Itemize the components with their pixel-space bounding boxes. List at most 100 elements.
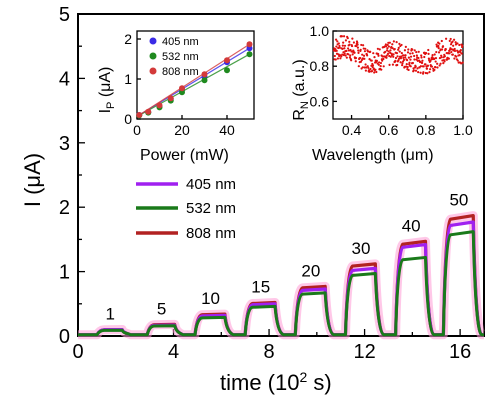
inset-wavelength-point xyxy=(335,49,338,52)
inset-wavelength-point xyxy=(434,66,437,69)
inset-wavelength-point xyxy=(443,55,446,58)
inset-wavelength-point xyxy=(403,49,407,52)
inset-wavelength-point xyxy=(341,47,344,50)
inset-wavelength-point xyxy=(370,69,374,73)
inset-wavelength-point xyxy=(397,57,401,60)
inset-wavelength-point xyxy=(385,56,388,59)
pulse-label: 15 xyxy=(251,278,270,297)
inset-wavelength-point xyxy=(372,52,375,55)
inset-wavelength-point xyxy=(426,72,429,75)
inset-wavelength-point xyxy=(453,49,457,53)
inset-wavelength-point xyxy=(335,45,338,48)
pulse-label: 1 xyxy=(106,305,115,324)
inset-wavelength-point xyxy=(398,42,401,45)
inset-power-fit-line xyxy=(138,53,250,116)
inset-wavelength-point xyxy=(334,48,337,51)
inset-power-legend-label: 532 nm xyxy=(162,51,199,63)
inset-wavelength-point xyxy=(415,50,418,54)
inset-wavelength-point xyxy=(461,44,464,47)
inset-wavelength-point xyxy=(412,69,415,72)
inset-wavelength-point xyxy=(371,64,375,67)
inset-wavelength-point xyxy=(371,65,374,69)
inset-wavelength-point xyxy=(440,56,443,59)
inset-wavelength-point xyxy=(397,46,400,49)
inset-wavelength-y-tick-label: 0.6 xyxy=(310,93,330,109)
inset-wavelength-point xyxy=(417,71,420,74)
inset-wavelength-point xyxy=(430,65,434,68)
inset-wavelength-point xyxy=(401,64,404,67)
inset-wavelength-point xyxy=(339,57,342,60)
main-y-tick-label: 1 xyxy=(59,262,70,284)
inset-wavelength-point xyxy=(345,56,348,59)
main-x-tick-label: 8 xyxy=(263,341,274,363)
inset-wavelength-y-tick-label: 0.8 xyxy=(310,58,330,74)
inset-wavelength-point xyxy=(414,69,418,72)
inset-wavelength-point xyxy=(391,47,394,50)
inset-wavelength-point xyxy=(427,57,430,60)
inset-wavelength-x-tick-label: 0.8 xyxy=(416,122,436,138)
inset-wavelength-point xyxy=(423,55,426,59)
inset-wavelength-point xyxy=(354,60,357,63)
inset-wavelength-point xyxy=(377,54,380,57)
inset-wavelength-point xyxy=(385,54,388,57)
inset-power-point xyxy=(201,77,208,84)
inset-wavelength-point xyxy=(346,47,350,50)
inset-wavelength-point xyxy=(400,51,403,55)
inset-wavelength-point xyxy=(394,59,397,62)
pulse-label: 50 xyxy=(449,191,468,210)
inset-wavelength-point xyxy=(397,59,400,62)
inset-wavelength-point xyxy=(352,41,356,44)
inset-wavelength-x-tick-label: 1.0 xyxy=(453,122,473,138)
inset-wavelength-point xyxy=(342,35,346,38)
main-x-tick-label: 0 xyxy=(72,341,83,363)
main-x-tick-label: 4 xyxy=(168,341,179,363)
inset-wavelength-point xyxy=(362,54,366,57)
inset-wavelength-point xyxy=(364,63,367,66)
inset-wavelength-point xyxy=(421,61,424,64)
inset-wavelength-point xyxy=(336,57,340,60)
inset-wavelength-point xyxy=(451,53,454,56)
inset-wavelength-point xyxy=(388,63,391,67)
inset-wavelength-plot: 0.4 0.6 0.8 1.0 0.6 0.8 1.0 xyxy=(310,23,473,138)
inset-wavelength-point xyxy=(340,55,343,58)
inset-wavelength-point xyxy=(354,56,358,60)
inset-wavelength-point xyxy=(401,62,404,65)
inset-wavelength-point xyxy=(372,67,375,70)
inset-wavelength-point xyxy=(343,52,346,55)
inset-wavelength-point xyxy=(453,47,456,51)
inset-wavelength-point xyxy=(350,59,353,62)
main-x-tick-label: 16 xyxy=(449,341,471,363)
inset-wavelength-point xyxy=(399,57,403,60)
inset-wavelength-point xyxy=(433,57,436,61)
inset-power-y-tick-label: 1 xyxy=(124,71,132,87)
inset-wavelength-point xyxy=(429,68,432,71)
inset-wavelength-point xyxy=(391,43,394,46)
inset-wavelength-point xyxy=(459,48,462,52)
inset-wavelength-point xyxy=(426,64,430,67)
inset-wavelength-point xyxy=(408,61,411,64)
inset-wavelength-point xyxy=(409,58,412,61)
inset-power-point xyxy=(179,85,185,92)
inset-wavelength-point xyxy=(427,48,430,52)
inset-wavelength-point xyxy=(345,49,348,53)
inset-wavelength-point xyxy=(397,48,400,51)
inset-wavelength-point xyxy=(391,63,395,66)
inset-wavelength-point xyxy=(392,55,395,58)
inset-wavelength-point xyxy=(365,66,368,69)
inset-wavelength-point xyxy=(411,48,414,51)
inset-wavelength-point xyxy=(385,45,388,48)
inset-power-point xyxy=(246,41,253,48)
inset-wavelength-point xyxy=(346,37,349,40)
inset-wavelength-point xyxy=(353,51,356,54)
inset-wavelength-point xyxy=(422,65,425,68)
inset-wavelength-point xyxy=(356,46,359,49)
inset-wavelength-point xyxy=(451,40,454,43)
inset-wavelength-point xyxy=(379,64,382,68)
inset-wavelength-point xyxy=(394,56,398,60)
inset-wavelength-point xyxy=(413,58,416,61)
inset-wavelength-point xyxy=(340,35,344,38)
inset-wavelength-point xyxy=(452,38,456,41)
inset-wavelength-point xyxy=(334,38,338,41)
inset-wavelength-point xyxy=(422,71,425,74)
